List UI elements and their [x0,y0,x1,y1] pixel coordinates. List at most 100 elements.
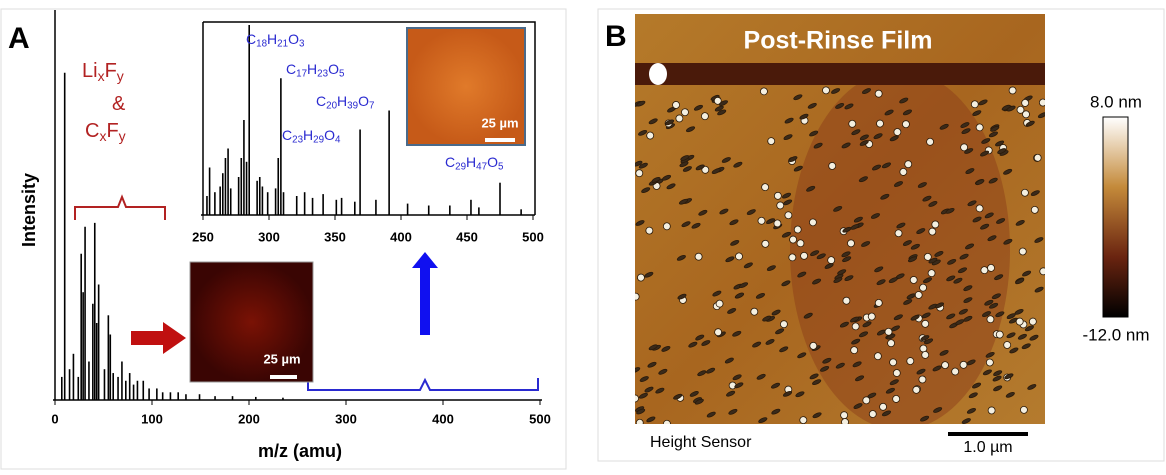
afm-pore [841,142,851,149]
afm-pore [1037,112,1045,119]
annotation: C23H29O4 [282,127,341,145]
afm-pore [780,320,788,329]
afm-pore [761,183,770,192]
afm-pore [1028,317,1037,326]
afm-pore [647,361,657,368]
afm-pore [997,148,1007,154]
subscript: 7 [369,100,374,111]
scale-label: 1.0 µm [963,439,1012,456]
afm-pore [848,119,857,128]
afm-pore [715,299,724,308]
afm-pore [695,334,705,341]
subscript: x [98,68,105,84]
subscript: y [119,128,126,144]
afm-pore [1018,247,1027,256]
formula-part: H [307,61,317,77]
afm-pore [859,140,869,146]
scale-bar [270,375,297,379]
afm-pore [984,299,994,306]
afm-pore [673,393,683,400]
afm-pore [926,137,934,146]
afm-pore [884,109,894,116]
afm-pore [721,157,731,163]
afm-pore [809,341,818,350]
afm-pore [894,229,903,238]
afm-pore [934,302,945,309]
afm-pore [775,328,785,335]
afm-pore [892,395,901,403]
annotation: C18H21O3 [246,31,305,49]
afm-pore [646,131,655,140]
afm-pore [972,216,982,223]
formula-part: C [286,61,296,77]
afm-pore [985,351,995,358]
afm-pore [695,164,705,171]
afm-pore [992,375,1002,382]
afm-pore [795,391,805,398]
x-tick-label: 500 [529,411,551,426]
afm-pore [918,375,927,384]
afm-pore [685,126,696,133]
afm-pore [681,108,689,117]
afm-pore [984,212,994,219]
afm-pore [989,302,999,309]
afm-pore [986,315,995,324]
x-tick-label: 450 [456,229,478,244]
brace [74,194,166,220]
afm-pore [873,352,882,361]
afm-pore [870,213,880,219]
afm-pore [932,365,942,372]
afm-pore [755,292,766,299]
afm-pore [987,235,997,242]
afm-pore [724,357,734,364]
afm-pore [732,330,742,337]
afm-pore [698,209,708,216]
afm-pore [771,408,781,415]
scale-bar [485,138,515,142]
afm-pore [833,277,843,283]
afm-pore [923,252,932,261]
x-tick-label: 250 [192,229,214,244]
afm-pore [831,88,841,94]
afm-pore [995,140,1005,147]
afm-pore [666,183,676,190]
afm-pore [1021,99,1030,107]
afm-pore [920,415,930,422]
afm-pore [789,235,797,244]
afm-pore [765,339,775,345]
afm-pore [947,258,957,265]
afm-pore [975,204,984,213]
afm-pore [922,195,932,202]
afm-pore [784,211,793,220]
afm-pore [965,243,975,250]
afm-pore [661,346,671,352]
afm-pore [993,385,1003,392]
afm-region [790,70,1010,424]
afm-pore [635,367,641,373]
afm-pore [904,160,913,169]
afm-pore [732,374,742,381]
afm-pore [812,412,822,419]
afm-pore [855,375,865,382]
afm-pore [1008,86,1017,95]
afm-pore [694,252,703,261]
afm-pore [733,161,743,168]
panel-label: B [605,20,627,53]
afm-pore [853,216,863,223]
afm-pore [946,313,956,320]
arrow [131,322,186,354]
inset-frame [202,21,536,215]
afm-pore [706,367,716,374]
subscript: x [99,128,106,144]
afm-pore [809,373,819,380]
annotation: LixFy [82,60,124,83]
colorbar-label: 8.0 nm [1090,92,1142,111]
afm-pore [910,314,920,321]
afm-pore [672,101,680,109]
afm-pore [717,109,727,116]
afm-pore [638,392,648,399]
afm-pore [899,168,908,176]
afm-pore [661,174,672,181]
afm-pore [756,373,766,380]
